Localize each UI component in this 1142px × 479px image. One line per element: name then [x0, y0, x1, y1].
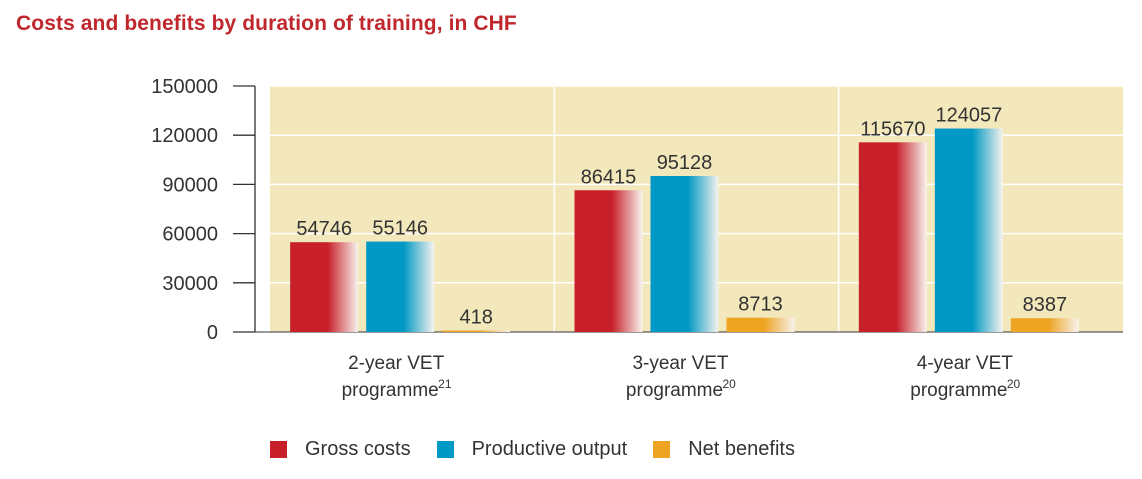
data-label: 124057 — [935, 105, 1002, 127]
x-tick-label-line1: 4-year VET — [917, 353, 1013, 374]
legend-swatch — [436, 441, 454, 458]
bar — [290, 242, 359, 332]
bar — [366, 241, 435, 332]
x-tick-label-superscript: 20 — [1007, 377, 1021, 391]
x-tick-label-line2: programme — [910, 380, 1007, 401]
legend-item: Gross costs — [270, 438, 411, 461]
legend-label: Gross costs — [305, 438, 411, 460]
y-tick-label: 120000 — [151, 125, 218, 147]
x-tick-label-line1: 3-year VET — [632, 353, 728, 374]
legend-label: Productive output — [471, 438, 628, 460]
data-label: 8713 — [738, 294, 783, 316]
legend-item: Productive output — [436, 438, 628, 461]
y-tick-label: 150000 — [151, 76, 218, 98]
data-label: 115670 — [860, 118, 925, 140]
legend-swatch — [653, 441, 671, 458]
x-tick-label-line2: programme — [626, 380, 723, 401]
bar — [1010, 318, 1079, 332]
bar — [650, 175, 719, 332]
bar — [858, 142, 927, 332]
x-tick-label-line2: programme — [342, 380, 439, 401]
y-tick-label: 0 — [207, 322, 218, 344]
data-label: 8387 — [1023, 294, 1068, 316]
bar-chart: 0 30000 60000 90000 120000 150000 54746 55146 4… — [151, 76, 1123, 401]
y-tick-label: 30000 — [162, 273, 218, 295]
y-tick-label: 60000 — [162, 224, 218, 246]
legend: Gross costs Productive output Net benefits — [270, 438, 821, 461]
x-tick-label-line1: 2-year VET — [348, 353, 444, 374]
legend-item: Net benefits — [653, 438, 795, 461]
x-tick-label-superscript: 21 — [438, 377, 452, 391]
y-tick-label: 90000 — [162, 174, 218, 196]
data-label: 86415 — [581, 166, 637, 188]
data-label: 55146 — [372, 218, 428, 240]
legend-label: Net benefits — [688, 438, 795, 460]
data-label: 54746 — [296, 218, 352, 240]
chart-title: Costs and benefits by duration of traini… — [16, 12, 517, 35]
bar — [934, 128, 1003, 332]
x-tick-label-superscript: 20 — [723, 377, 737, 391]
bar — [442, 330, 511, 332]
legend-swatch — [270, 441, 287, 458]
data-label: 418 — [459, 307, 492, 329]
data-label: 95128 — [657, 152, 713, 174]
bar — [726, 317, 795, 332]
bar — [574, 190, 643, 332]
